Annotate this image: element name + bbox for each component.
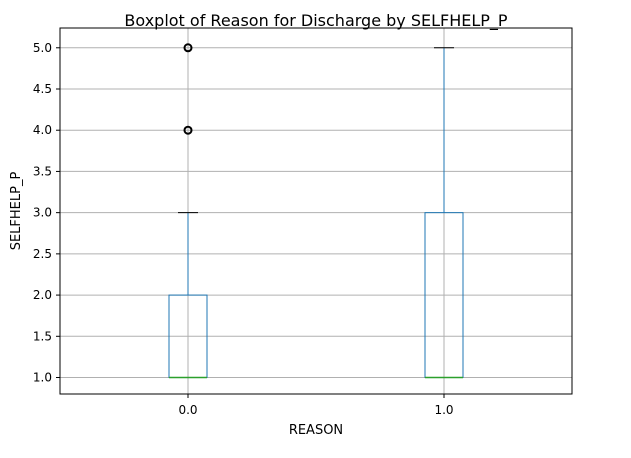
chart-title: Boxplot of Reason for Discharge by SELFH… xyxy=(124,11,508,31)
box-layer xyxy=(168,43,464,379)
grid-layer xyxy=(60,28,572,394)
y-tick-label: 2.0 xyxy=(33,288,52,302)
x-tick-label: 1.0 xyxy=(434,403,453,417)
tick-layer: 1.0 1.5 2.0 2.5 3.0 3.5 4.0 4.5 5.0 0.0 1.0 xyxy=(33,41,454,417)
y-axis-label: SELFHELP_P xyxy=(9,172,24,251)
y-tick-label: 1.5 xyxy=(33,329,52,343)
y-tick-label: 5.0 xyxy=(33,41,52,55)
plot-frame xyxy=(59,27,573,395)
y-tick-label: 2.5 xyxy=(33,247,52,261)
y-tick-label: 4.0 xyxy=(33,123,52,137)
outlier-point xyxy=(183,125,193,135)
y-tick-label: 3.5 xyxy=(33,164,52,178)
x-tick-label: 0.0 xyxy=(178,403,197,417)
outlier-point xyxy=(183,43,193,53)
y-tick-label: 4.5 xyxy=(33,82,52,96)
x-axis-label: REASON xyxy=(289,423,343,438)
y-tick-label: 3.0 xyxy=(33,206,52,220)
y-tick-label: 1.0 xyxy=(33,371,52,385)
